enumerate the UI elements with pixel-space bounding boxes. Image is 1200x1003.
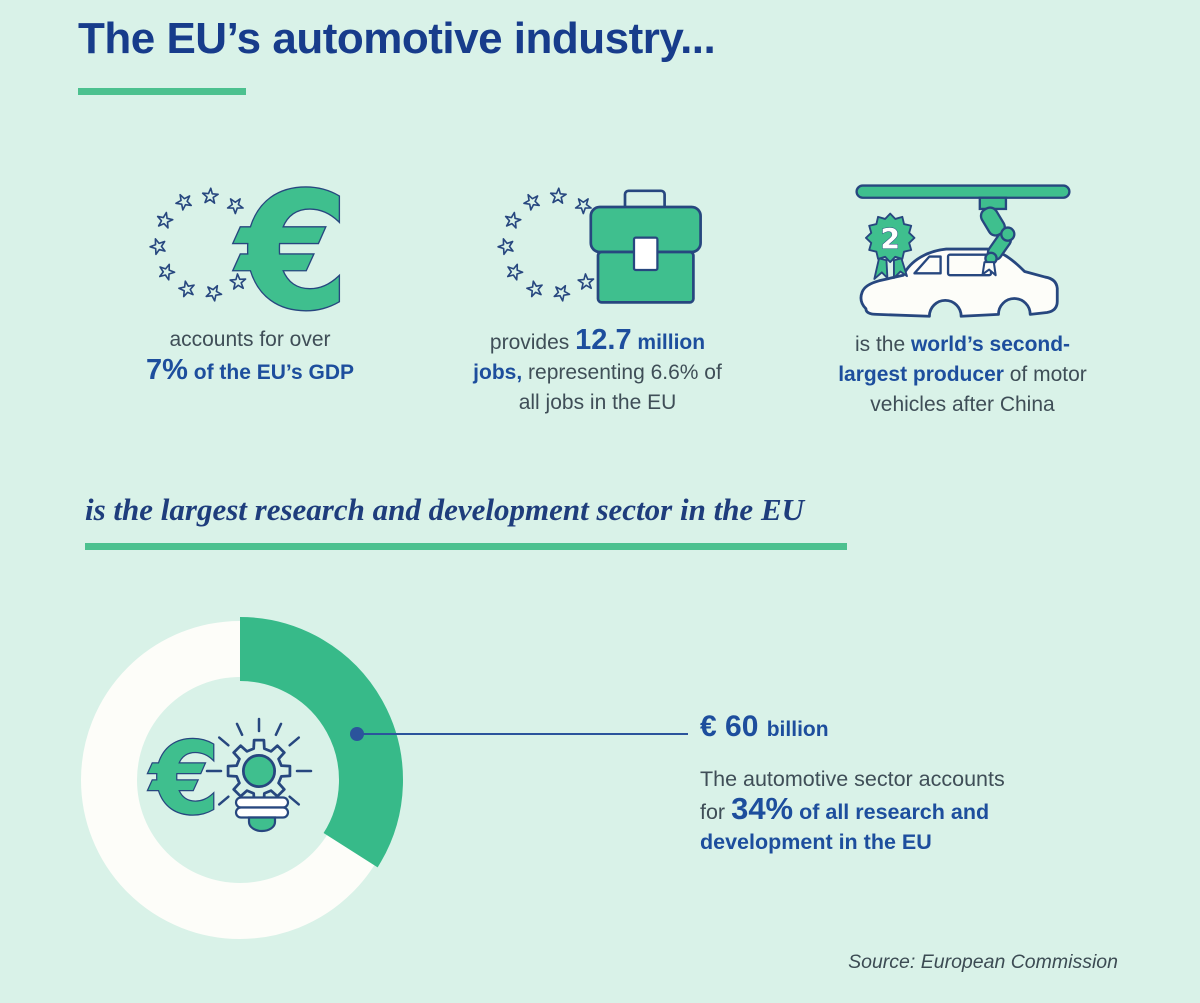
- callout-amount-value: € 60: [700, 710, 759, 743]
- second-place-badge-icon: 2: [864, 212, 915, 280]
- euro-icon: €: [148, 720, 220, 837]
- callout-percentage: 34%: [731, 791, 794, 826]
- callout-amount: € 60 billion: [700, 710, 1052, 744]
- title-underline: [78, 88, 246, 95]
- rd-callout: € 60 billion The automotive sector accou…: [700, 710, 1052, 857]
- car-assembly-robot-icon: 2: [854, 184, 1071, 318]
- stat-jobs-value: 12.7: [575, 324, 632, 356]
- stat-producer-bold: world’s second-largest producer: [838, 333, 1071, 386]
- stat-jobs-caption: provides 12.7 million jobs, representing…: [472, 325, 724, 418]
- rd-heading-underline: [85, 543, 847, 550]
- gear-icon: [226, 738, 292, 804]
- page-title: The EU’s automotive industry...: [78, 14, 716, 63]
- eu-stars-icon: [497, 188, 596, 302]
- euro-gear-lightbulb-icon: €: [147, 717, 313, 838]
- stat-producer-rest: of motor vehicles after China: [870, 363, 1087, 416]
- leader-line: [362, 733, 688, 735]
- stat-jobs-pre: provides: [489, 331, 576, 354]
- callout-text: The automotive sector accounts for 34% of…: [700, 764, 1052, 857]
- donut-chart: €: [81, 617, 403, 939]
- stat-gdp-caption: accounts for over 7% of the EU’s GDP: [120, 325, 380, 388]
- robot-arm-icon: [978, 196, 1015, 277]
- lightbulb-base-icon: [234, 796, 290, 833]
- eu-stars-icon: [150, 188, 249, 302]
- badge-number: 2: [880, 222, 899, 255]
- stat-jobs: provides 12.7 million jobs, representing…: [445, 180, 750, 418]
- stat-jobs-bold: million jobs,: [473, 331, 706, 384]
- euro-icon: €: [233, 180, 350, 315]
- stat-producer: 2 is the world’s second-largest producer…: [795, 180, 1130, 420]
- stat-gdp-value: 7%: [146, 354, 188, 386]
- callout-line2-pre: for: [700, 800, 732, 824]
- stat-producer-caption: is the world’s second-largest producer o…: [832, 330, 1094, 420]
- stat-producer-pre: is the: [854, 333, 911, 356]
- leader-dot: [350, 727, 364, 741]
- eu-stars-briefcase-icon: [490, 180, 702, 304]
- stat-gdp-lead: accounts for over: [169, 328, 331, 351]
- assembly-line-icon: [854, 184, 1071, 199]
- callout-amount-unit: billion: [766, 718, 829, 741]
- source-attribution: Source: European Commission: [848, 951, 1118, 973]
- callout-line2-rest: of all research and development in the E…: [700, 800, 990, 854]
- briefcase-icon: [588, 189, 702, 304]
- stat-gdp-rest: of the EU’s GDP: [187, 361, 354, 384]
- light-rays: [205, 717, 313, 806]
- donut-automotive-slice: [239, 617, 403, 868]
- rd-heading: is the largest research and development …: [85, 492, 805, 527]
- eu-stars-euro-icon: €: [142, 180, 351, 315]
- stat-jobs-rest: representing 6.6% of all jobs in the EU: [518, 361, 722, 414]
- stat-gdp: € accounts for over 7% of the EU’s GDP: [95, 180, 405, 388]
- callout-line1: The automotive sector accounts: [700, 767, 1005, 791]
